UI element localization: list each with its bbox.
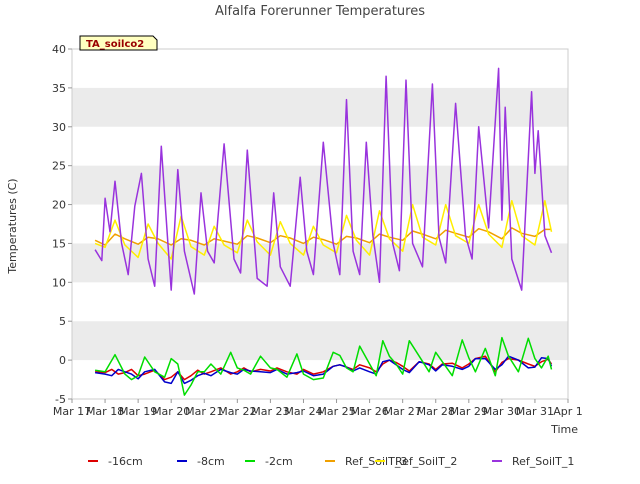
legend-label: -8cm: [197, 455, 225, 468]
series-line-ref-soilt-1: [94, 67, 553, 295]
y-tick-label: 20: [52, 199, 66, 212]
x-tick-label: Mar 18: [86, 405, 124, 418]
x-tick-label: Mar 26: [350, 405, 388, 418]
y-tick-label: -5: [55, 393, 66, 406]
series-line-ref-soilt-3: [94, 227, 552, 246]
y-tick-label: 10: [52, 276, 66, 289]
grid-band: [72, 243, 568, 283]
annotation-bg: [79, 35, 158, 51]
plot-frame: [71, 48, 569, 400]
x-tick-label: Mar 24: [284, 405, 322, 418]
y-tick-label: 40: [52, 43, 66, 56]
legend-label: -2cm: [265, 455, 293, 468]
x-axis-label: Time: [550, 423, 578, 436]
x-tick-label: Mar 28: [417, 405, 455, 418]
x-tick-label: Mar 25: [317, 405, 355, 418]
legend-label: -16cm: [108, 455, 143, 468]
grid-bands: [72, 87, 568, 361]
annotation-label: TA_soilco2: [86, 39, 144, 50]
x-tick-label: Mar 20: [152, 405, 190, 418]
x-tick-label: Mar 27: [384, 405, 422, 418]
y-axis: -5 0 5 10 15 20 25 30 35 40: [52, 43, 72, 406]
x-tick-label: Mar 21: [185, 405, 223, 418]
grid-band: [72, 87, 568, 127]
y-tick-label: 35: [52, 82, 66, 95]
x-tick-label: Mar 17: [53, 405, 91, 418]
legend-label: Ref_SoilT_1: [512, 455, 574, 468]
series-line-8cm: [94, 355, 553, 385]
x-tick-label: Mar 31: [516, 405, 554, 418]
y-tick-label: 30: [52, 121, 66, 134]
x-tick-label: Mar 23: [251, 405, 289, 418]
series-layer: [94, 67, 553, 396]
x-tick-label: Mar 19: [119, 405, 157, 418]
x-tick-label: Mar 29: [450, 405, 488, 418]
x-tick-label: Apr 1: [553, 405, 583, 418]
series-line-ref-soilt-2: [94, 199, 553, 260]
annotation-box: TA_soilco2: [79, 35, 158, 51]
x-tick-label: Mar 22: [218, 405, 256, 418]
legend-label: Ref_SoilT_2: [395, 455, 457, 468]
y-tick-label: 0: [59, 354, 66, 367]
grid-band: [72, 321, 568, 361]
series-line-2cm: [94, 336, 553, 396]
x-tick-label: Mar 30: [483, 405, 521, 418]
y-tick-label: 25: [52, 160, 66, 173]
y-tick-label: 15: [52, 237, 66, 250]
chart-title: Alfalfa Forerunner Temperatures: [215, 4, 425, 19]
y-axis-label: Temperatures (C): [6, 178, 19, 274]
y-tick-label: 5: [59, 315, 66, 328]
